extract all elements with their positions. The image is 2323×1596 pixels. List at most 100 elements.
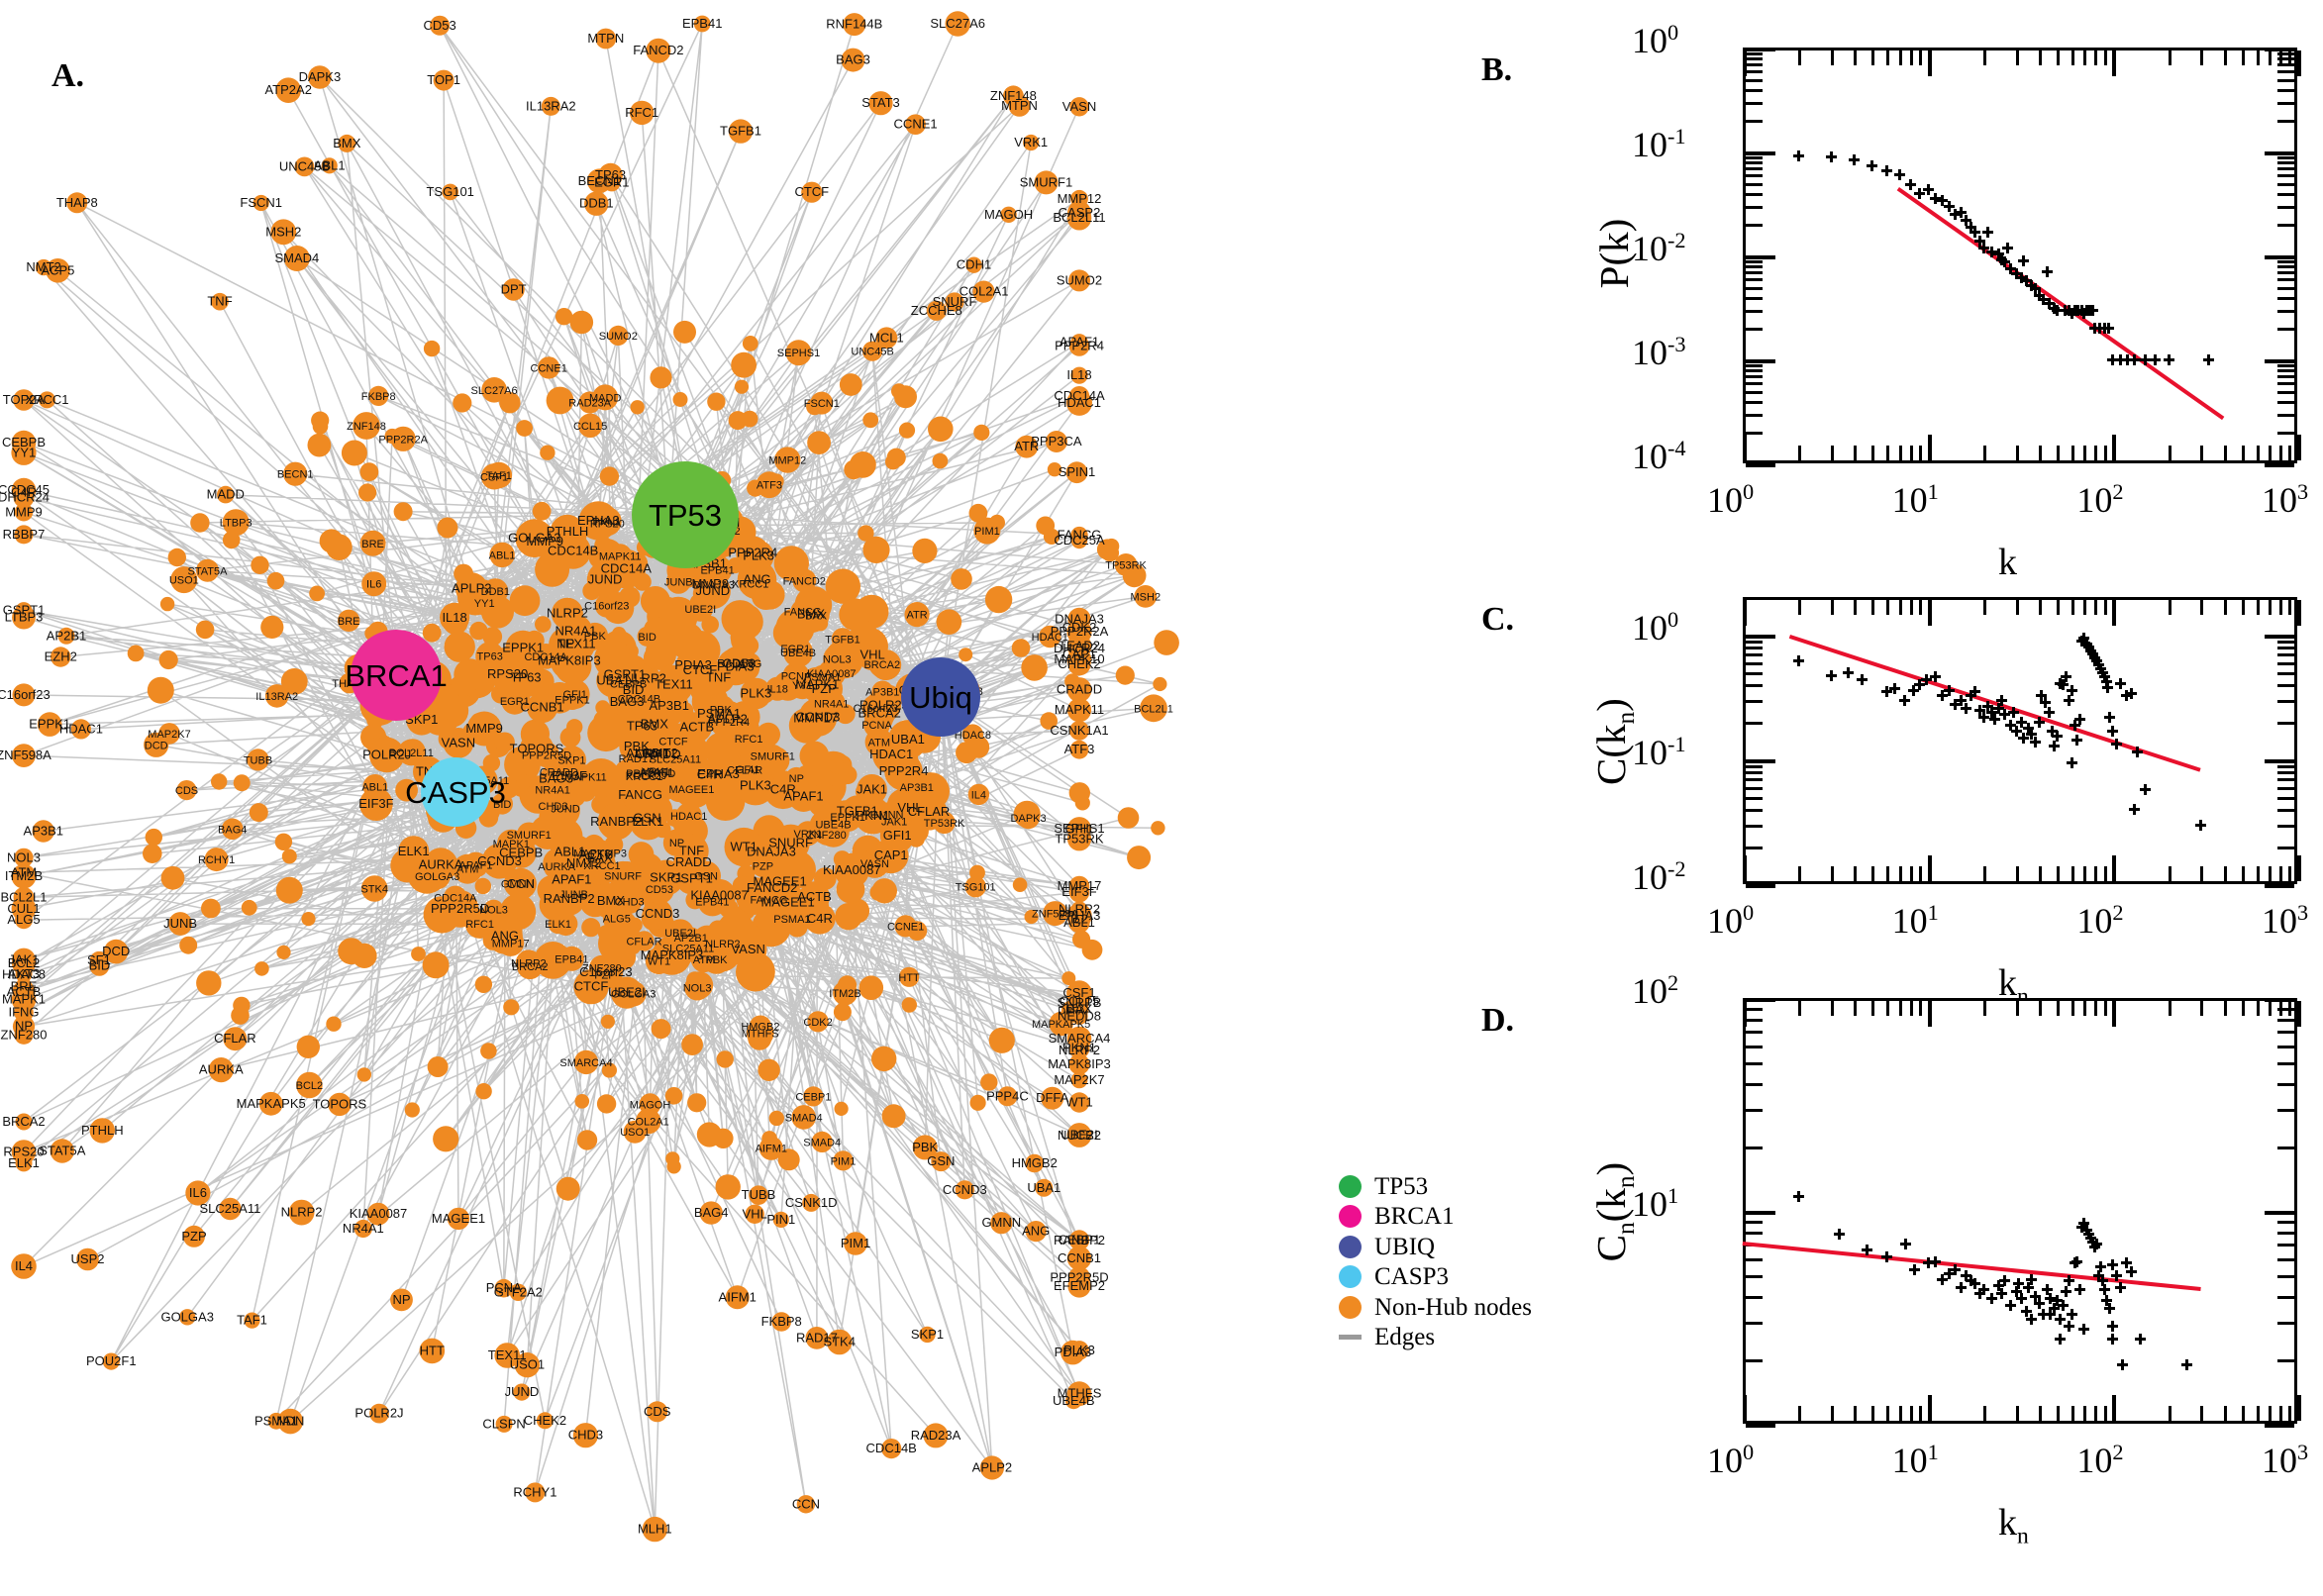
network-node[interactable] [356,1067,371,1082]
network-node[interactable] [594,870,611,887]
network-node[interactable] [11,1253,37,1279]
network-node[interactable] [1000,206,1017,223]
network-node[interactable] [681,1034,703,1055]
network-node[interactable] [973,424,990,441]
network-node[interactable] [176,780,197,801]
network-node[interactable] [791,1105,816,1130]
network-node[interactable] [823,645,852,673]
network-node[interactable] [964,876,986,898]
network-node[interactable] [696,1122,723,1147]
network-node[interactable] [283,461,308,486]
network-node[interactable] [481,377,507,403]
network-node[interactable] [587,851,617,880]
network-node[interactable] [516,774,532,790]
network-node[interactable] [280,668,308,695]
network-node[interactable] [559,727,581,748]
network-node[interactable] [266,571,285,590]
network-node[interactable] [404,1102,420,1118]
network-node[interactable] [423,896,460,934]
network-node[interactable] [534,742,559,768]
network-node[interactable] [539,888,572,921]
network-node[interactable] [833,980,858,1006]
network-node[interactable] [546,386,574,415]
network-node[interactable] [274,833,293,850]
network-node[interactable] [899,966,920,987]
network-node[interactable] [835,903,862,931]
network-node[interactable] [393,502,413,522]
network-node[interactable] [15,1154,33,1172]
network-node[interactable] [359,787,393,821]
network-node[interactable] [307,433,332,457]
network-node[interactable] [584,191,609,216]
network-node[interactable] [768,473,784,489]
network-node[interactable] [453,393,472,413]
network-node[interactable] [807,1011,829,1033]
network-node[interactable] [608,325,629,346]
network-node[interactable] [241,899,257,916]
network-node[interactable] [862,536,890,564]
network-node[interactable] [281,848,297,864]
network-node[interactable] [773,785,791,803]
network-node[interactable] [651,1019,671,1040]
network-node[interactable] [454,658,486,691]
network-node[interactable] [470,713,487,729]
network-node[interactable] [760,862,799,901]
network-node[interactable] [912,1135,938,1160]
network-node[interactable] [32,820,54,843]
network-node[interactable] [147,676,174,704]
network-node[interactable] [422,951,450,979]
network-node[interactable] [556,1176,580,1201]
network-node[interactable] [475,642,505,671]
network-node[interactable] [275,77,302,103]
network-node[interactable] [901,997,917,1013]
network-node[interactable] [761,1131,777,1147]
network-node[interactable] [1043,528,1060,546]
network-node[interactable] [221,818,244,841]
network-node[interactable] [708,700,747,739]
network-node[interactable] [1034,170,1059,195]
network-node[interactable] [517,952,544,980]
network-node[interactable] [423,340,441,357]
network-node[interactable] [411,947,426,961]
network-node[interactable] [475,1083,492,1100]
network-node[interactable] [465,861,481,876]
network-node[interactable] [489,542,515,568]
network-node[interactable] [644,874,674,905]
network-node[interactable] [756,580,785,610]
network-node[interactable] [1127,846,1152,870]
network-node[interactable] [642,1516,667,1543]
network-node[interactable] [596,1094,617,1114]
network-node[interactable] [1013,800,1041,828]
network-node[interactable] [561,689,583,710]
network-node[interactable] [771,824,810,862]
network-node[interactable] [858,975,884,1000]
network-node[interactable] [761,747,790,774]
network-node[interactable] [768,1110,784,1127]
network-node[interactable] [905,114,926,135]
network-node[interactable] [535,551,570,587]
network-node[interactable] [309,585,325,602]
network-node[interactable] [576,1130,598,1150]
network-node[interactable] [835,704,856,725]
network-node[interactable] [707,392,726,411]
network-node[interactable] [686,971,704,989]
network-node[interactable] [1024,909,1039,925]
network-node[interactable] [352,943,377,969]
network-node[interactable] [616,661,656,702]
network-node[interactable] [811,1131,833,1152]
network-node[interactable] [894,915,917,938]
network-node[interactable] [912,538,938,564]
network-node[interactable] [904,602,930,628]
network-node[interactable] [480,1043,497,1059]
network-node[interactable] [850,620,877,648]
network-node[interactable] [665,569,691,594]
network-node[interactable] [470,586,486,602]
network-node[interactable] [858,525,874,542]
network-node[interactable] [777,1148,800,1171]
network-node[interactable] [731,923,763,955]
network-node[interactable] [569,310,594,335]
network-node[interactable] [160,865,185,890]
network-node[interactable] [646,636,677,667]
network-node[interactable] [1154,630,1179,655]
network-node[interactable] [689,737,708,755]
